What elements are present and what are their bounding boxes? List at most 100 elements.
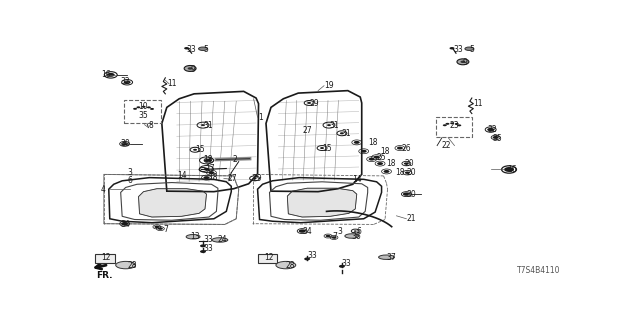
Circle shape xyxy=(188,67,193,70)
Text: 33: 33 xyxy=(203,236,212,244)
Circle shape xyxy=(204,176,209,179)
Circle shape xyxy=(154,226,159,228)
Text: 18: 18 xyxy=(387,159,396,168)
Text: 19: 19 xyxy=(324,81,333,90)
Text: 12: 12 xyxy=(101,253,110,262)
Text: 18: 18 xyxy=(208,173,218,182)
Text: 18: 18 xyxy=(369,138,378,147)
Circle shape xyxy=(299,229,306,233)
Text: 18: 18 xyxy=(395,168,404,177)
Text: 27: 27 xyxy=(302,126,312,135)
Text: 12: 12 xyxy=(264,253,274,262)
Text: 36: 36 xyxy=(352,231,362,241)
Circle shape xyxy=(403,192,410,196)
Circle shape xyxy=(455,123,459,125)
Circle shape xyxy=(209,171,214,174)
Text: 21: 21 xyxy=(406,214,416,223)
Text: 34: 34 xyxy=(121,220,131,229)
Circle shape xyxy=(405,172,410,174)
Text: 14: 14 xyxy=(352,175,362,184)
Circle shape xyxy=(487,128,494,131)
Text: 26: 26 xyxy=(401,144,411,153)
Text: 30: 30 xyxy=(406,190,416,199)
Text: 37: 37 xyxy=(387,253,396,262)
Circle shape xyxy=(327,124,331,126)
Circle shape xyxy=(150,108,154,110)
Polygon shape xyxy=(287,188,356,217)
Ellipse shape xyxy=(345,234,359,238)
Circle shape xyxy=(193,149,197,151)
Text: 6: 6 xyxy=(356,227,362,236)
Ellipse shape xyxy=(116,261,136,269)
Text: 16: 16 xyxy=(101,70,111,79)
Circle shape xyxy=(374,156,380,159)
Circle shape xyxy=(458,124,461,126)
Circle shape xyxy=(443,124,447,126)
Text: 8: 8 xyxy=(148,121,153,130)
Circle shape xyxy=(449,47,454,50)
Text: 9: 9 xyxy=(190,65,195,74)
Text: 35: 35 xyxy=(138,111,148,120)
Bar xyxy=(95,254,115,263)
Bar xyxy=(436,117,472,138)
Text: 22: 22 xyxy=(441,141,451,150)
Text: 5: 5 xyxy=(469,45,474,54)
Text: 23: 23 xyxy=(449,121,459,130)
Circle shape xyxy=(107,73,115,77)
Text: 31: 31 xyxy=(329,121,339,130)
Text: 34: 34 xyxy=(302,227,312,236)
Circle shape xyxy=(445,123,449,125)
Text: 14: 14 xyxy=(177,171,186,180)
Circle shape xyxy=(332,236,337,239)
Text: 20: 20 xyxy=(405,159,415,168)
Text: 33: 33 xyxy=(187,45,196,54)
Text: 15: 15 xyxy=(322,144,332,153)
Text: T7S4B4110: T7S4B4110 xyxy=(516,267,560,276)
Text: 18: 18 xyxy=(203,155,212,164)
Circle shape xyxy=(504,167,514,172)
Circle shape xyxy=(377,162,383,165)
Circle shape xyxy=(340,132,344,134)
Text: 2: 2 xyxy=(233,155,237,164)
Ellipse shape xyxy=(465,47,474,51)
Text: 17: 17 xyxy=(205,164,214,173)
Circle shape xyxy=(133,108,137,110)
Circle shape xyxy=(307,102,311,104)
Bar xyxy=(124,100,161,124)
Text: 6: 6 xyxy=(127,176,132,185)
Circle shape xyxy=(460,60,465,63)
Circle shape xyxy=(397,147,403,149)
Text: 31: 31 xyxy=(203,121,212,130)
Circle shape xyxy=(326,235,330,237)
Text: 33: 33 xyxy=(307,251,317,260)
Text: 1: 1 xyxy=(259,113,263,122)
Ellipse shape xyxy=(276,261,296,269)
Text: 32: 32 xyxy=(488,124,497,133)
Circle shape xyxy=(253,177,257,179)
Circle shape xyxy=(206,159,212,162)
Text: 16: 16 xyxy=(508,165,517,174)
Text: 11: 11 xyxy=(473,99,483,108)
Text: 5: 5 xyxy=(203,45,208,54)
Text: 25: 25 xyxy=(376,153,386,162)
Circle shape xyxy=(158,228,163,230)
Circle shape xyxy=(200,244,206,247)
Text: 28: 28 xyxy=(286,261,295,270)
Text: 27: 27 xyxy=(228,174,237,183)
Circle shape xyxy=(457,59,469,65)
Circle shape xyxy=(361,150,367,153)
Circle shape xyxy=(121,142,128,146)
Circle shape xyxy=(124,81,131,84)
Text: 29: 29 xyxy=(253,174,262,183)
Text: 20: 20 xyxy=(406,168,416,177)
Circle shape xyxy=(354,230,356,232)
Text: 4: 4 xyxy=(101,185,106,194)
Text: 18: 18 xyxy=(380,147,390,156)
Text: FR.: FR. xyxy=(96,270,113,279)
Circle shape xyxy=(339,265,345,268)
Text: 3: 3 xyxy=(127,168,132,177)
Text: 15: 15 xyxy=(195,145,205,154)
Circle shape xyxy=(136,106,140,108)
Text: 3: 3 xyxy=(337,227,342,236)
Circle shape xyxy=(450,122,454,124)
